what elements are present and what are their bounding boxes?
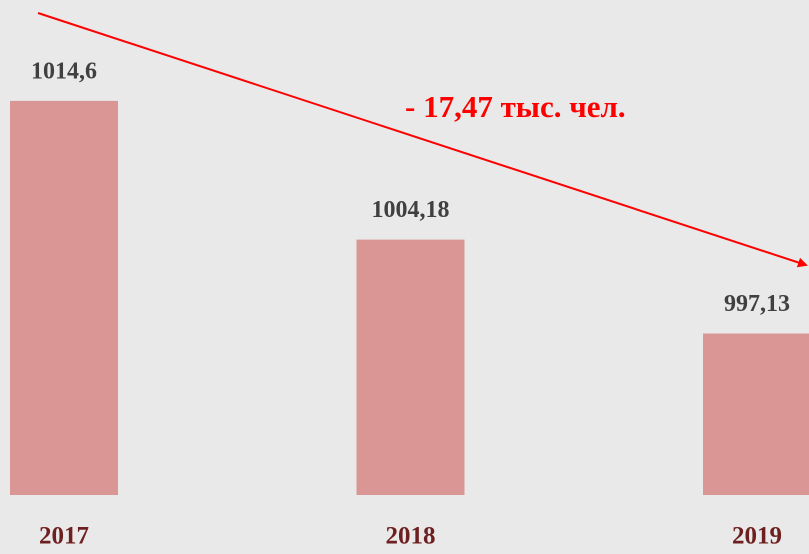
bar — [703, 333, 809, 495]
bar — [356, 239, 465, 495]
x-tick-label: 2018 — [386, 523, 436, 550]
x-tick-label: 2017 — [39, 523, 89, 550]
annotation: - 17,47 тыс. чел. — [405, 89, 626, 124]
x-tick-label: 2019 — [732, 523, 782, 550]
bar — [10, 100, 118, 495]
value-label: 1014,6 — [31, 58, 97, 84]
value-label: 1004,18 — [372, 197, 450, 223]
value-label: 997,13 — [724, 291, 790, 317]
trend-arrow — [37, 12, 808, 268]
